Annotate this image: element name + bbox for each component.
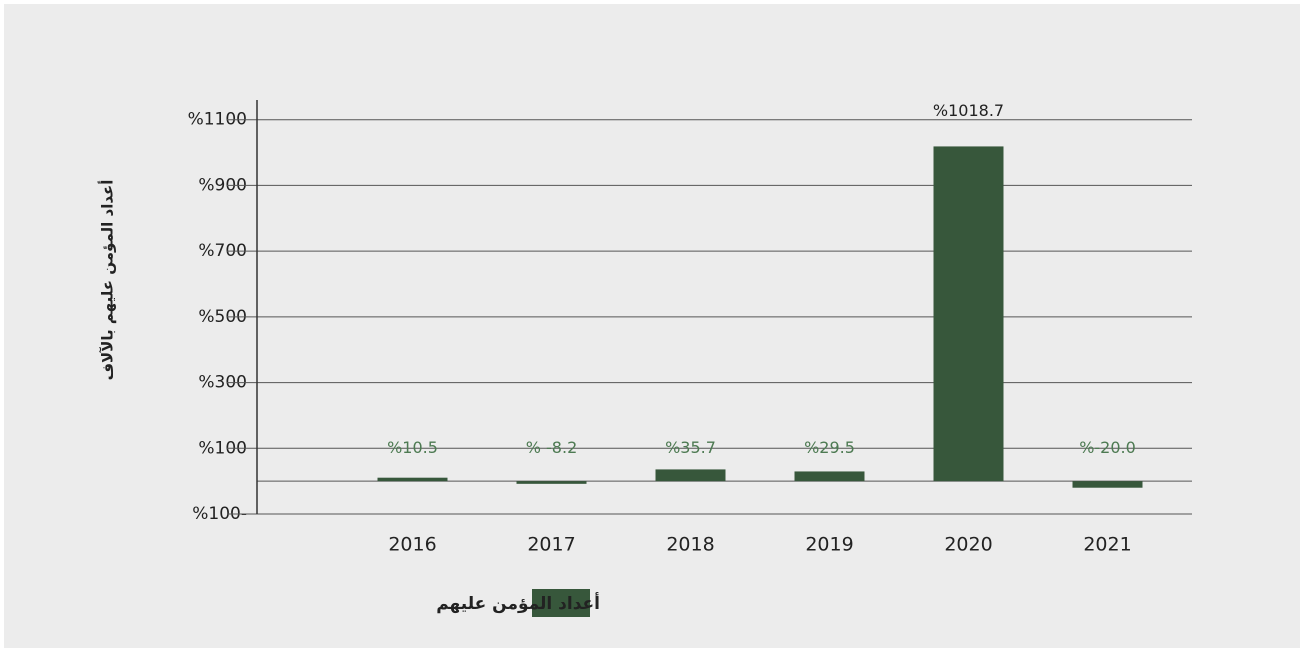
bar (516, 481, 587, 484)
data-label: %-20.0 (1079, 438, 1136, 457)
x-tick-label: 2018 (666, 534, 714, 556)
x-tick-label: 2016 (388, 534, 436, 556)
x-tick-label: 2020 (944, 534, 992, 556)
y-tick-label: %900 (198, 175, 247, 195)
data-label: %10.5 (387, 438, 438, 457)
y-axis-label: أعداد المؤمن عليهم بالآلاف (98, 180, 117, 381)
bar (377, 477, 448, 482)
bar (1072, 481, 1143, 488)
y-tick-label: %700 (198, 241, 247, 261)
y-tick-label: %100- (192, 504, 247, 524)
y-tick-label: %1100 (188, 110, 247, 130)
bar (655, 469, 726, 482)
legend-label: أعداد المؤمن عليهم (436, 592, 600, 614)
data-label: % -8.2 (526, 438, 578, 457)
x-tick-label: 2019 (805, 534, 853, 556)
x-tick-label: 2021 (1083, 534, 1131, 556)
legend-swatch (532, 589, 590, 617)
bar (933, 146, 1004, 482)
y-tick-label: %100 (198, 438, 247, 458)
data-label: %35.7 (665, 438, 716, 457)
bar (794, 471, 865, 482)
x-tick-label: 2017 (527, 534, 575, 556)
y-tick-label: %500 (198, 307, 247, 327)
panel (4, 4, 1300, 648)
data-label: %1018.7 (933, 101, 1004, 120)
y-tick-label: %300 (198, 373, 247, 393)
data-label: %29.5 (804, 438, 855, 457)
